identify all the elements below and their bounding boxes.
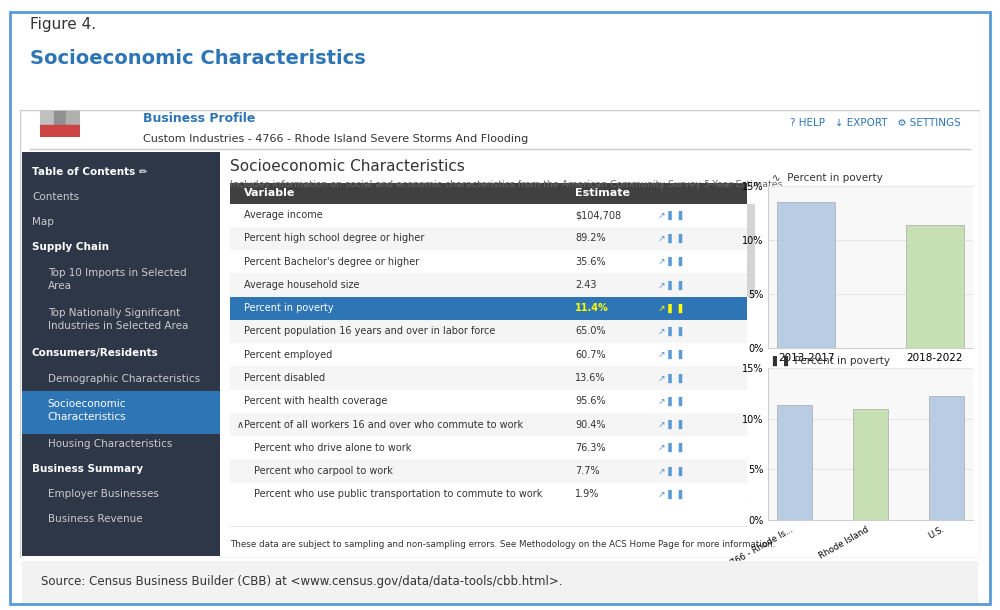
Bar bbox=[777, 202, 835, 348]
Bar bbox=[230, 296, 747, 320]
Text: ? HELP   ↓ EXPORT   ⚙ SETTINGS: ? HELP ↓ EXPORT ⚙ SETTINGS bbox=[790, 118, 961, 127]
Text: 35.6%: 35.6% bbox=[575, 257, 606, 267]
Text: ↗ ▌▐: ↗ ▌▐ bbox=[658, 304, 682, 313]
Text: ↗ ▌▐: ↗ ▌▐ bbox=[658, 443, 682, 453]
Text: Percent disabled: Percent disabled bbox=[244, 373, 325, 383]
Bar bbox=[230, 413, 747, 436]
Text: 7.7%: 7.7% bbox=[575, 466, 600, 476]
Bar bbox=[230, 483, 747, 506]
Text: ↗ ▌▐: ↗ ▌▐ bbox=[658, 490, 682, 499]
Text: Business Profile: Business Profile bbox=[143, 112, 255, 124]
Bar bbox=[747, 204, 755, 296]
Bar bbox=[54, 111, 66, 123]
Bar bbox=[22, 391, 220, 434]
Text: ↗ ▌▐: ↗ ▌▐ bbox=[658, 350, 682, 359]
Text: Percent employed: Percent employed bbox=[244, 350, 332, 360]
Text: 2.43: 2.43 bbox=[575, 280, 597, 290]
Text: Business Revenue: Business Revenue bbox=[48, 514, 142, 524]
Bar bbox=[853, 409, 888, 520]
Text: Percent of all workers 16 and over who commute to work: Percent of all workers 16 and over who c… bbox=[244, 420, 523, 429]
Bar bbox=[230, 390, 747, 413]
Text: ↗ ▌▐: ↗ ▌▐ bbox=[658, 234, 682, 243]
Text: Percent Bachelor's degree or higher: Percent Bachelor's degree or higher bbox=[244, 257, 419, 267]
Bar bbox=[40, 111, 54, 123]
Text: Percent who use public transportation to commute to work: Percent who use public transportation to… bbox=[254, 489, 543, 500]
FancyBboxPatch shape bbox=[20, 110, 980, 558]
Text: Percent in poverty: Percent in poverty bbox=[244, 303, 333, 314]
Text: Percent high school degree or higher: Percent high school degree or higher bbox=[244, 234, 424, 243]
Text: Variable: Variable bbox=[244, 188, 295, 198]
Bar bbox=[230, 459, 747, 483]
Text: 89.2%: 89.2% bbox=[575, 234, 606, 243]
Text: Percent with health coverage: Percent with health coverage bbox=[244, 396, 387, 406]
Text: Percent population 16 years and over in labor force: Percent population 16 years and over in … bbox=[244, 326, 495, 337]
Text: ↗ ▌▐: ↗ ▌▐ bbox=[658, 420, 682, 429]
Text: ∧: ∧ bbox=[237, 420, 244, 429]
Bar bbox=[230, 343, 747, 367]
Text: These data are subject to sampling and non-sampling errors. See Methodology on t: These data are subject to sampling and n… bbox=[230, 540, 776, 549]
Bar bbox=[230, 227, 747, 250]
Bar bbox=[929, 396, 964, 520]
Bar bbox=[230, 436, 747, 459]
Text: Supply Chain: Supply Chain bbox=[32, 243, 109, 253]
Text: 1.9%: 1.9% bbox=[575, 489, 600, 500]
Bar bbox=[906, 225, 964, 348]
Text: Top Nationally Significant
Industries in Selected Area: Top Nationally Significant Industries in… bbox=[48, 308, 188, 331]
Text: Percent who drive alone to work: Percent who drive alone to work bbox=[254, 443, 412, 453]
Text: Socioeconomic
Characteristics: Socioeconomic Characteristics bbox=[48, 398, 126, 422]
Bar bbox=[230, 183, 747, 204]
Text: ▌▐  Percent in poverty: ▌▐ Percent in poverty bbox=[772, 356, 890, 366]
Text: Socioeconomic Characteristics: Socioeconomic Characteristics bbox=[230, 159, 465, 174]
Text: ↗ ▌▐: ↗ ▌▐ bbox=[658, 257, 682, 267]
Text: Socioeconomic Characteristics: Socioeconomic Characteristics bbox=[30, 49, 365, 68]
Text: Business Summary: Business Summary bbox=[32, 464, 143, 474]
Text: Source: Census Business Builder (CBB) at <www.census.gov/data/data-tools/cbb.htm: Source: Census Business Builder (CBB) at… bbox=[41, 575, 563, 589]
Bar bbox=[230, 320, 747, 343]
Text: Contents: Contents bbox=[32, 192, 79, 203]
Text: ↗ ▌▐: ↗ ▌▐ bbox=[658, 467, 682, 476]
Text: ↗ ▌▐: ↗ ▌▐ bbox=[658, 373, 682, 382]
Text: Includes information on social and economic characteristics from the American Co: Includes information on social and econo… bbox=[230, 180, 783, 189]
Text: Top 10 Imports in Selected
Area: Top 10 Imports in Selected Area bbox=[48, 268, 186, 291]
Text: Housing Characteristics: Housing Characteristics bbox=[48, 439, 172, 449]
Text: 90.4%: 90.4% bbox=[575, 420, 606, 429]
Bar bbox=[66, 111, 80, 123]
Bar bbox=[230, 204, 747, 227]
Text: ↗ ▌▐: ↗ ▌▐ bbox=[658, 327, 682, 336]
Text: Average household size: Average household size bbox=[244, 280, 359, 290]
Text: ↗ ▌▐: ↗ ▌▐ bbox=[658, 210, 682, 220]
Text: Figure 4.: Figure 4. bbox=[30, 17, 96, 32]
Text: ↗ ▌▐: ↗ ▌▐ bbox=[658, 281, 682, 290]
Text: Consumers/Residents: Consumers/Residents bbox=[32, 348, 159, 359]
Text: Estimate: Estimate bbox=[575, 188, 630, 198]
Text: Demographic Characteristics: Demographic Characteristics bbox=[48, 373, 200, 384]
Text: 76.3%: 76.3% bbox=[575, 443, 606, 453]
Text: 60.7%: 60.7% bbox=[575, 350, 606, 360]
Text: 65.0%: 65.0% bbox=[575, 326, 606, 337]
Text: $104,708: $104,708 bbox=[575, 210, 622, 220]
Bar bbox=[230, 250, 747, 273]
Bar bbox=[777, 405, 812, 520]
Text: Employer Businesses: Employer Businesses bbox=[48, 489, 159, 499]
Bar bbox=[230, 367, 747, 390]
Text: ↗ ▌▐: ↗ ▌▐ bbox=[658, 396, 682, 406]
Text: Map: Map bbox=[32, 217, 54, 228]
Text: Percent who carpool to work: Percent who carpool to work bbox=[254, 466, 393, 476]
Text: Table of Contents ✏: Table of Contents ✏ bbox=[32, 167, 148, 178]
Text: 13.6%: 13.6% bbox=[575, 373, 606, 383]
Text: 11.4%: 11.4% bbox=[575, 303, 609, 314]
Text: Custom Industries - 4766 - Rhode Island Severe Storms And Flooding: Custom Industries - 4766 - Rhode Island … bbox=[143, 134, 528, 144]
Text: ∿  Percent in poverty: ∿ Percent in poverty bbox=[772, 173, 883, 183]
Text: 95.6%: 95.6% bbox=[575, 396, 606, 406]
Bar bbox=[230, 273, 747, 296]
Text: Average income: Average income bbox=[244, 210, 322, 220]
Bar bbox=[40, 125, 80, 137]
